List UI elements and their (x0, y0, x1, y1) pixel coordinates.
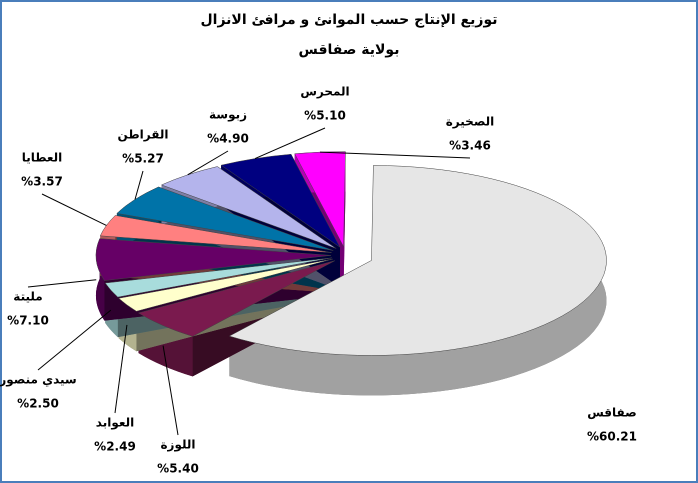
slice (95, 238, 332, 281)
leader-line (27, 279, 97, 288)
leader-line (134, 170, 144, 200)
value-label: %5.40 (157, 462, 199, 476)
category-label: سيدي منصور (0, 373, 77, 388)
leader-line (162, 345, 179, 436)
category-label: الصخيرة (446, 115, 495, 129)
category-label: صفاقس (587, 406, 637, 420)
category-label: المحرس (300, 85, 349, 99)
leader-line (114, 324, 128, 414)
value-label: %5.27 (122, 152, 164, 166)
category-label: مليتة (13, 290, 42, 304)
slice (137, 260, 335, 337)
value-label: %4.90 (207, 132, 249, 146)
leader-line (41, 193, 107, 226)
slice (104, 257, 332, 298)
value-label: %3.57 (21, 175, 63, 189)
chart-title: توزيع الإنتاج حسب الموانئ و مرافئ الانزا… (201, 12, 498, 28)
leader-line (37, 309, 112, 371)
category-label: العوابد (96, 416, 134, 431)
slice (228, 165, 607, 356)
leader-line (254, 127, 326, 160)
category-label: القراطن (118, 128, 169, 142)
slice (160, 166, 337, 249)
slice (99, 215, 332, 253)
value-label: %5.10 (304, 109, 346, 123)
value-label: %3.46 (449, 139, 491, 153)
value-label: %2.49 (94, 440, 136, 454)
leader-line (187, 150, 229, 176)
leader-line (319, 151, 471, 159)
value-label: %60.21 (587, 430, 637, 444)
value-label: %7.10 (7, 314, 49, 328)
value-label: %2.50 (17, 397, 59, 411)
slice (294, 151, 346, 247)
category-label: زبوسة (209, 108, 247, 123)
chart-subtitle: بولاية صفاقس (299, 42, 400, 58)
category-label: العطايا (22, 151, 63, 165)
category-label: اللوزة (160, 438, 195, 453)
slice (118, 258, 333, 312)
